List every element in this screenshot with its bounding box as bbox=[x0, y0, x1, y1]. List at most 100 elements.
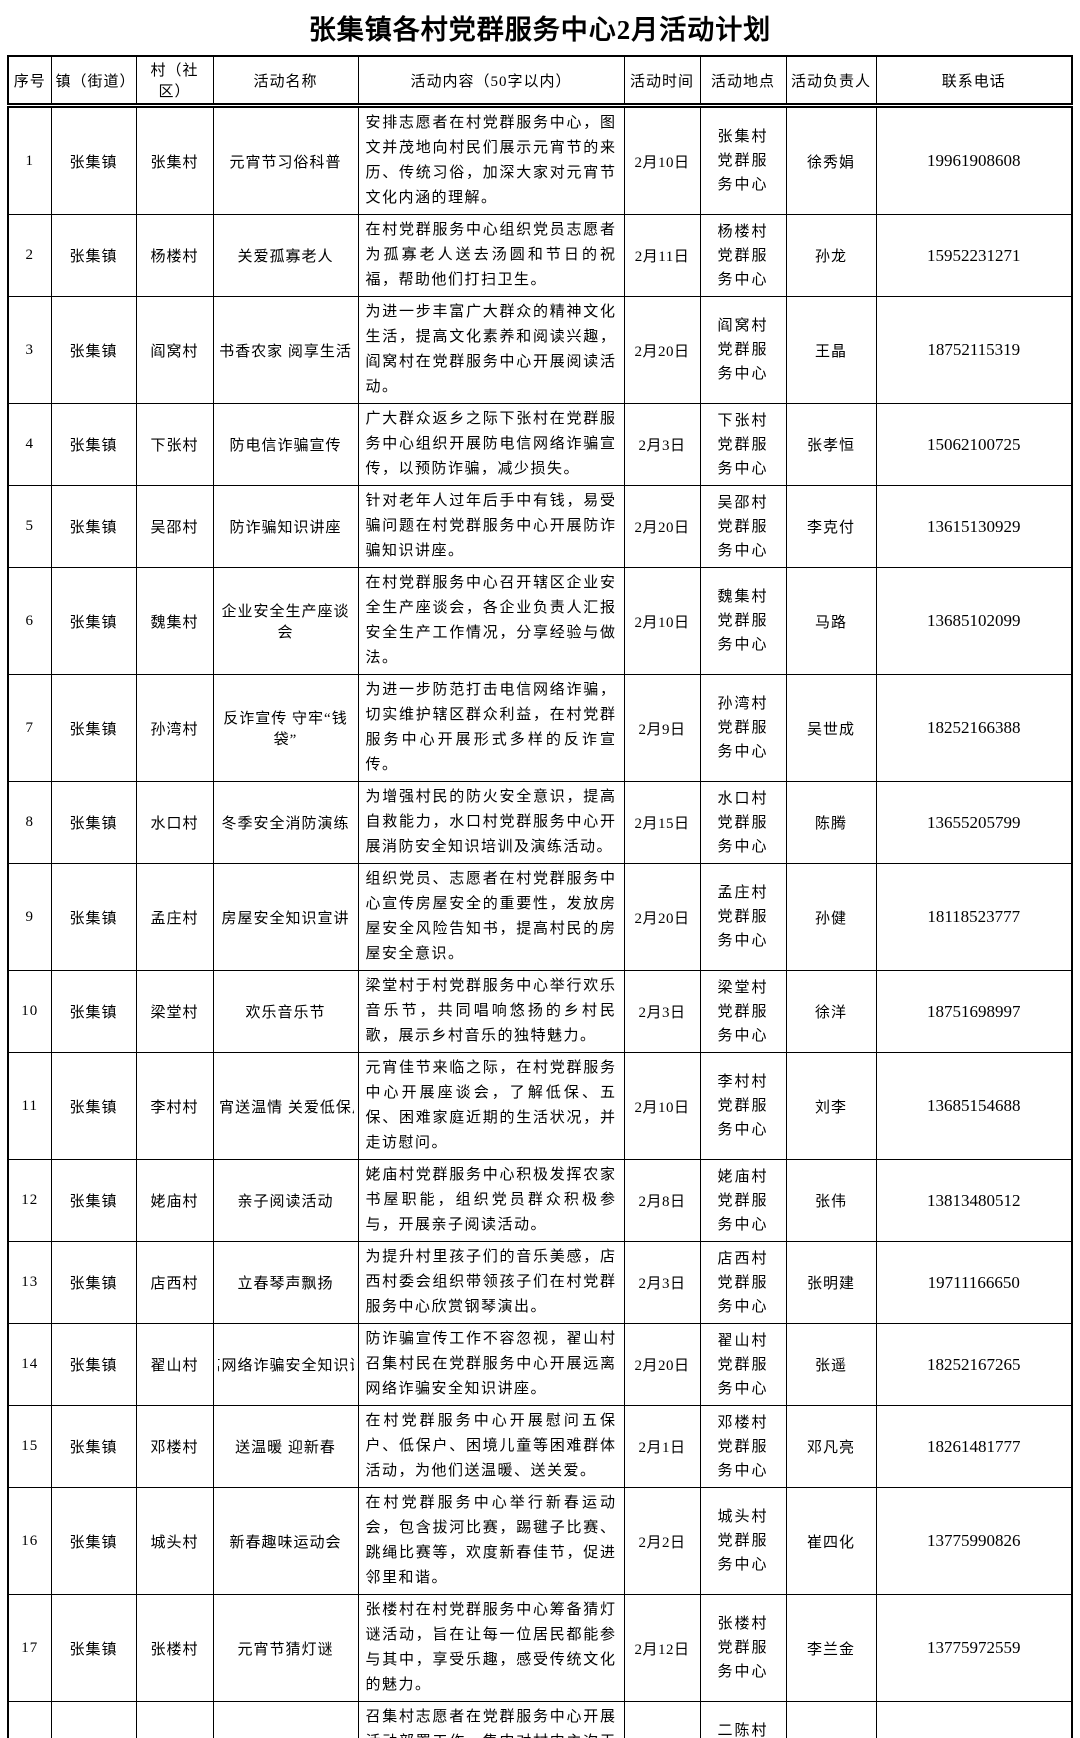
place-cell: 魏集村党群服务中心 bbox=[699, 567, 787, 675]
place-cell: 张集村党群服务中心 bbox=[699, 105, 787, 215]
leader-cell: 徐秀娟 bbox=[785, 105, 877, 215]
village-cell: 孟庄村 bbox=[135, 863, 214, 971]
leader-cell: 陈腾 bbox=[785, 781, 877, 864]
town-cell: 张集镇 bbox=[50, 863, 137, 971]
village-cell: 梁堂村 bbox=[135, 970, 214, 1053]
table-row: 1 张集镇 张集村 元宵节习俗科普 安排志愿者在村党群服务中心，图文并茂地向村民们展示元… bbox=[7, 105, 1073, 215]
activity-content-cell: 张楼村在村党群服务中心筹备猜灯谜活动，旨在让每一位居民都能参与其中，享受乐趣，感… bbox=[357, 1594, 625, 1702]
village-cell: 二陈村 bbox=[135, 1701, 214, 1738]
phone-cell: 18751698997 bbox=[875, 970, 1073, 1053]
town-cell: 张集镇 bbox=[50, 567, 137, 675]
activity-content-cell: 为提升村里孩子们的音乐美感，店西村委会组织带领孩子们在村党群服务中心欣赏钢琴演出… bbox=[357, 1241, 625, 1324]
town-cell: 张集镇 bbox=[50, 105, 137, 215]
column-header-place: 活动地点 bbox=[699, 55, 787, 108]
town-cell: 张集镇 bbox=[50, 970, 137, 1053]
serial-cell: 3 bbox=[7, 296, 52, 404]
table-row: 17 张集镇 张楼村 元宵节猜灯谜 张楼村在村党群服务中心筹备猜灯谜活动，旨在让每一位居… bbox=[7, 1594, 1073, 1702]
activity-content-cell: 姥庙村党群服务中心积极发挥农家书屋职能，组织党员群众积极参与，开展亲子阅读活动。 bbox=[357, 1159, 625, 1242]
village-cell: 吴邵村 bbox=[135, 485, 214, 568]
place-cell: 李村村党群服务中心 bbox=[699, 1052, 787, 1160]
place-cell: 二陈村党群服务中心 bbox=[699, 1701, 787, 1738]
column-header-name: 活动名称 bbox=[212, 55, 359, 108]
serial-cell: 6 bbox=[7, 567, 52, 675]
serial-cell: 13 bbox=[7, 1241, 52, 1324]
town-cell: 张集镇 bbox=[50, 674, 137, 782]
activity-content-cell: 为进一步防范打击电信网络诈骗，切实维护辖区群众利益，在村党群服务中心开展形式多样… bbox=[357, 674, 625, 782]
serial-cell: 11 bbox=[7, 1052, 52, 1160]
village-cell: 张楼村 bbox=[135, 1594, 214, 1702]
date-cell: 2月8日 bbox=[623, 1159, 701, 1242]
activity-name-cell: 书香农家 阅享生活 bbox=[212, 296, 359, 404]
phone-cell: 19961908608 bbox=[875, 105, 1073, 215]
activity-content-cell: 安排志愿者在村党群服务中心，图文并茂地向村民们展示元宵节的来历、传统习俗，加深大… bbox=[357, 105, 625, 215]
table-row: 12 张集镇 姥庙村 亲子阅读活动 姥庙村党群服务中心积极发挥农家书屋职能，组织党员群众… bbox=[7, 1159, 1073, 1242]
leader-cell: 张孝恒 bbox=[785, 403, 877, 486]
activity-name-cell: 关爱孤寡老人 bbox=[212, 214, 359, 297]
activity-name-cell: 冬季安全消防演练 bbox=[212, 781, 359, 864]
phone-cell: 18118523777 bbox=[875, 863, 1073, 971]
activity-name-cell: 房屋安全知识宣讲 bbox=[212, 863, 359, 971]
date-cell: 2月9日 bbox=[623, 674, 701, 782]
activity-name-text: 元宵送温情 关爱低保户 bbox=[218, 1099, 354, 1116]
phone-cell: 19711166650 bbox=[875, 1241, 1073, 1324]
date-cell: 2月3日 bbox=[623, 1241, 701, 1324]
column-header-leader: 活动负责人 bbox=[785, 55, 877, 108]
serial-cell: 17 bbox=[7, 1594, 52, 1702]
phone-cell: 15952231271 bbox=[875, 214, 1073, 297]
place-cell: 水口村党群服务中心 bbox=[699, 781, 787, 864]
activity-content-cell: 为进一步丰富广大群众的精神文化生活，提高文化素养和阅读兴趣，阎窝村在党群服务中心… bbox=[357, 296, 625, 404]
leader-cell: 孙健 bbox=[785, 863, 877, 971]
leader-cell: 徐洋 bbox=[785, 970, 877, 1053]
date-cell: 2月20日 bbox=[623, 863, 701, 971]
place-cell: 孟庄村党群服务中心 bbox=[699, 863, 787, 971]
village-cell: 姥庙村 bbox=[135, 1159, 214, 1242]
column-header-phone: 联系电话 bbox=[875, 55, 1073, 108]
date-cell: 2月10日 bbox=[623, 567, 701, 675]
activity-name-cell: 防诈骗知识讲座 bbox=[212, 485, 359, 568]
phone-cell: 13685102099 bbox=[875, 567, 1073, 675]
phone-cell: 18752115319 bbox=[875, 296, 1073, 404]
table-row: 18张集镇二陈村辞旧迎新大扫除召集村志愿者在党群服务中心开展活动部署工作，集中对… bbox=[7, 1701, 1073, 1738]
town-cell: 张集镇 bbox=[50, 1487, 137, 1595]
serial-cell: 7 bbox=[7, 674, 52, 782]
column-header-date: 活动时间 bbox=[623, 55, 701, 108]
town-cell: 张集镇 bbox=[50, 1701, 137, 1738]
column-header-town: 镇（街道） bbox=[50, 55, 137, 108]
leader-cell: 马路 bbox=[785, 567, 877, 675]
activity-content-cell: 在村党群服务中心举行新春运动会，包含拔河比赛，踢毽子比赛、跳绳比赛等，欢度新春佳… bbox=[357, 1487, 625, 1595]
leader-cell: 张遥 bbox=[785, 1323, 877, 1406]
table-row: 10 张集镇 梁堂村 欢乐音乐节 梁堂村于村党群服务中心举行欢乐音乐节，共同唱响悠扬的乡… bbox=[7, 970, 1073, 1053]
serial-cell: 16 bbox=[7, 1487, 52, 1595]
table-row: 3 张集镇 阎窝村 书香农家 阅享生活 为进一步丰富广大群众的精神文化生活，提高文化素养… bbox=[7, 296, 1073, 404]
table-row: 14张集镇翟山村远离网络诈骗安全知识讲座防诈骗宣传工作不容忽视，翟山村召集村民在… bbox=[7, 1323, 1073, 1406]
leader-cell: 张明建 bbox=[785, 1241, 877, 1324]
place-cell: 吴邵村党群服务中心 bbox=[699, 485, 787, 568]
table-row: 11张集镇李村村元宵送温情 关爱低保户元宵佳节来临之际，在村党群服务中心开展座谈… bbox=[7, 1052, 1073, 1160]
serial-cell: 4 bbox=[7, 403, 52, 486]
town-cell: 张集镇 bbox=[50, 781, 137, 864]
town-cell: 张集镇 bbox=[50, 214, 137, 297]
village-cell: 城头村 bbox=[135, 1487, 214, 1595]
date-cell: 2月10日 bbox=[623, 1052, 701, 1160]
date-cell: 2月3日 bbox=[623, 970, 701, 1053]
serial-cell: 9 bbox=[7, 863, 52, 971]
village-cell: 下张村 bbox=[135, 403, 214, 486]
activity-name-cell: 送温暖 迎新春 bbox=[212, 1405, 359, 1488]
table-row: 4 张集镇 下张村 防电信诈骗宣传 广大群众返乡之际下张村在党群服务中心组织开展防电信网… bbox=[7, 403, 1073, 486]
place-cell: 姥庙村党群服务中心 bbox=[699, 1159, 787, 1242]
village-cell: 阎窝村 bbox=[135, 296, 214, 404]
table-row: 16 张集镇 城头村 新春趣味运动会 在村党群服务中心举行新春运动会，包含拔河比赛，踢毽… bbox=[7, 1487, 1073, 1595]
place-cell: 店西村党群服务中心 bbox=[699, 1241, 787, 1324]
table-row: 15 张集镇 邓楼村 送温暖 迎新春 在村党群服务中心开展慰问五保户、低保户、困境儿童等… bbox=[7, 1405, 1073, 1488]
village-cell: 孙湾村 bbox=[135, 674, 214, 782]
date-cell: 2月12日 bbox=[623, 1594, 701, 1702]
activity-name-cell: 远离网络诈骗安全知识讲座 bbox=[212, 1323, 359, 1406]
phone-cell: 15062100725 bbox=[875, 403, 1073, 486]
activity-name-cell: 元宵送温情 关爱低保户 bbox=[212, 1052, 359, 1160]
date-cell: 2月1日 bbox=[623, 1405, 701, 1488]
leader-cell: 吴世成 bbox=[785, 674, 877, 782]
date-cell: 2月10日 bbox=[623, 105, 701, 215]
activity-content-cell: 广大群众返乡之际下张村在党群服务中心组织开展防电信网络诈骗宣传，以预防诈骗，减少… bbox=[357, 403, 625, 486]
activity-content-cell: 在村党群服务中心开展慰问五保户、低保户、困境儿童等困难群体活动，为他们送温暖、送… bbox=[357, 1405, 625, 1488]
activity-content-cell: 针对老年人过年后手中有钱，易受骗问题在村党群服务中心开展防诈骗知识讲座。 bbox=[357, 485, 625, 568]
